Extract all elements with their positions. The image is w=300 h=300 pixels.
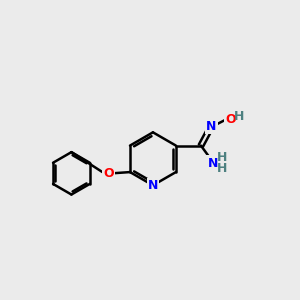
Text: N: N xyxy=(206,120,216,133)
Text: N: N xyxy=(208,157,218,170)
Text: O: O xyxy=(103,167,113,180)
Text: H: H xyxy=(217,162,227,175)
Text: N: N xyxy=(148,179,158,192)
Text: H: H xyxy=(217,152,227,164)
Text: H: H xyxy=(234,110,244,123)
Text: O: O xyxy=(225,112,236,126)
